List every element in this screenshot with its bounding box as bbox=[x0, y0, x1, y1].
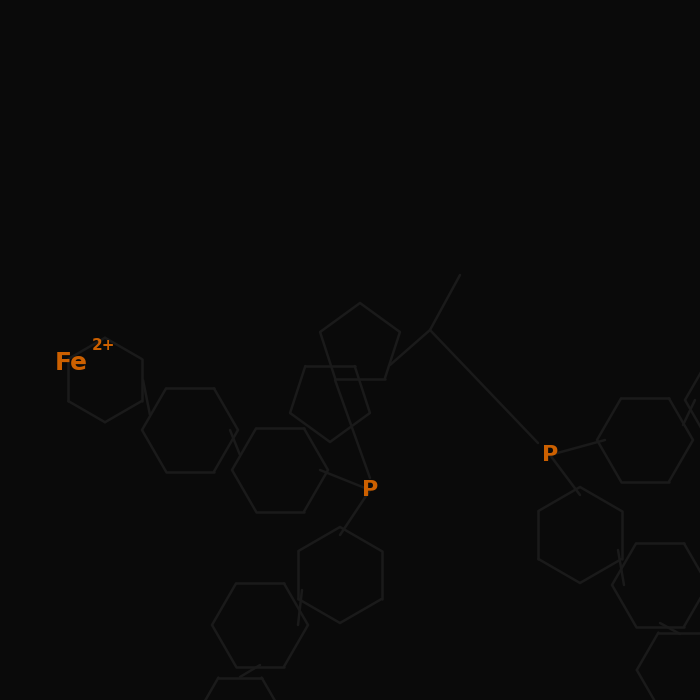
Text: 2+: 2+ bbox=[92, 337, 116, 353]
Text: P: P bbox=[362, 480, 378, 500]
Text: Fe: Fe bbox=[55, 351, 88, 375]
Text: P: P bbox=[542, 445, 558, 465]
